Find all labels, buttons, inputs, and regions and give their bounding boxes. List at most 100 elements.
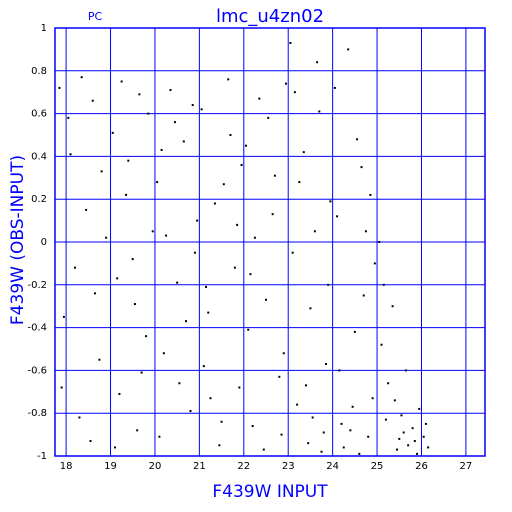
- point: [127, 159, 130, 162]
- x-axis-label: F439W INPUT: [212, 482, 328, 502]
- point: [193, 251, 196, 254]
- point: [367, 435, 370, 438]
- point: [322, 431, 325, 434]
- point: [267, 116, 270, 119]
- point: [362, 294, 365, 297]
- point: [373, 262, 376, 265]
- point: [349, 429, 352, 432]
- y-tick-label: -0.4: [27, 323, 47, 334]
- point: [100, 170, 103, 173]
- point: [396, 448, 399, 451]
- point: [125, 193, 128, 196]
- point: [298, 181, 301, 184]
- point: [378, 241, 381, 243]
- point: [131, 258, 134, 261]
- y-tick-label: -1: [37, 451, 47, 462]
- point: [293, 91, 296, 94]
- point: [78, 416, 81, 419]
- x-tick-label: 27: [460, 461, 473, 472]
- point: [138, 93, 141, 96]
- point: [140, 371, 143, 374]
- point: [387, 382, 390, 385]
- point: [165, 234, 168, 237]
- point: [302, 151, 305, 154]
- point: [202, 365, 205, 368]
- point: [162, 352, 165, 355]
- x-tick-label: 26: [415, 461, 428, 472]
- y-tick-label: -0.2: [27, 280, 47, 291]
- y-tick-label: 0.8: [31, 66, 47, 77]
- point: [251, 425, 254, 428]
- point: [309, 307, 312, 310]
- point: [160, 148, 163, 151]
- point: [284, 82, 287, 85]
- y-tick-label: 0.6: [31, 109, 47, 120]
- point: [240, 163, 243, 166]
- y-tick-label: 1: [41, 23, 47, 34]
- y-tick-label: 0.2: [31, 194, 47, 205]
- point: [213, 202, 216, 205]
- point: [282, 352, 285, 355]
- point: [229, 134, 232, 136]
- point: [236, 223, 239, 226]
- point: [249, 273, 252, 276]
- point: [333, 86, 336, 89]
- point: [289, 41, 292, 44]
- annotation: PC: [88, 10, 103, 23]
- point: [191, 104, 194, 107]
- x-tick-label: 19: [104, 461, 117, 472]
- point: [411, 427, 414, 430]
- point: [151, 230, 154, 233]
- point: [273, 174, 276, 177]
- point: [291, 251, 294, 254]
- point: [398, 437, 401, 440]
- point: [351, 405, 354, 408]
- point: [209, 397, 212, 400]
- point: [360, 166, 363, 169]
- point: [111, 131, 114, 134]
- point: [85, 208, 88, 211]
- point: [342, 446, 345, 449]
- point: [320, 450, 323, 453]
- point: [336, 215, 339, 218]
- point: [185, 320, 188, 323]
- point: [91, 99, 94, 102]
- point: [311, 416, 314, 419]
- point: [58, 86, 61, 89]
- point: [380, 343, 383, 346]
- point: [247, 328, 250, 331]
- point: [233, 266, 236, 269]
- point: [407, 444, 410, 447]
- point: [173, 121, 176, 124]
- point: [67, 116, 70, 119]
- x-tick-label: 25: [371, 461, 384, 472]
- point: [371, 397, 374, 400]
- x-tick-label: 18: [60, 461, 73, 472]
- point: [93, 292, 96, 295]
- point: [98, 358, 101, 361]
- point: [280, 433, 283, 436]
- chart-title: lmc_u4zn02: [216, 6, 324, 27]
- point: [338, 369, 341, 372]
- x-tick-label: 21: [193, 461, 206, 472]
- point: [393, 399, 396, 402]
- point: [189, 410, 192, 413]
- point: [391, 305, 394, 308]
- point: [238, 386, 241, 389]
- point: [278, 375, 281, 378]
- point: [147, 112, 150, 115]
- y-tick-label: -0.6: [27, 365, 47, 376]
- point: [176, 281, 179, 284]
- point: [307, 442, 310, 445]
- point: [145, 335, 148, 338]
- x-tick-label: 24: [326, 461, 339, 472]
- point: [120, 80, 123, 83]
- point: [62, 315, 65, 318]
- point: [369, 193, 372, 196]
- point: [427, 446, 430, 449]
- x-tick-label: 23: [282, 461, 295, 472]
- point: [364, 230, 367, 233]
- point: [296, 403, 299, 406]
- point: [271, 213, 274, 216]
